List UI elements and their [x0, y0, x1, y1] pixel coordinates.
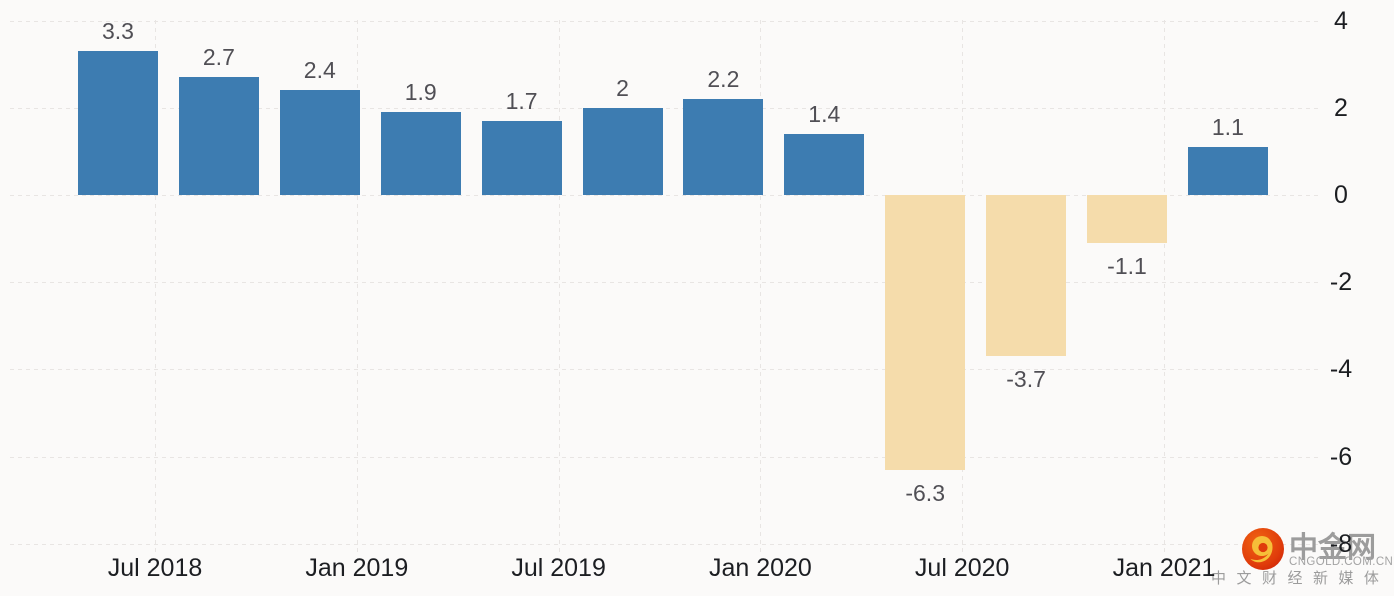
- v-gridline: [558, 19, 560, 552]
- h-gridline: [10, 20, 1318, 22]
- bar: [885, 195, 966, 470]
- bar-value-label: -3.7: [1006, 366, 1046, 393]
- bar: [279, 90, 360, 195]
- bar: [1187, 147, 1268, 195]
- bar-value-label: 1.4: [808, 100, 841, 127]
- bar: [1087, 195, 1167, 243]
- v-gridline: [155, 19, 156, 552]
- bar-value-label: 2: [616, 74, 629, 101]
- bar-value-label: 1.1: [1211, 114, 1244, 141]
- bar-value-label: 2.4: [303, 57, 336, 84]
- bar-value-label: -6.3: [905, 479, 945, 506]
- h-gridline: [10, 456, 1318, 458]
- bar-value-label: 1.7: [505, 87, 538, 114]
- bar-value-label: 1.9: [404, 79, 437, 106]
- h-gridline: [10, 282, 1318, 284]
- v-gridline: [1164, 19, 1165, 552]
- v-gridline: [760, 19, 762, 552]
- bar: [78, 51, 158, 195]
- bar: [481, 120, 562, 195]
- bar-value-label: -1.1: [1107, 252, 1147, 279]
- h-gridline: [10, 369, 1318, 371]
- bar-value-label: 2.7: [202, 44, 235, 71]
- h-gridline: [10, 543, 1318, 545]
- bar: [683, 99, 764, 195]
- bar: [986, 195, 1067, 357]
- h-gridline: [10, 195, 1318, 196]
- bar: [380, 112, 461, 195]
- v-gridline: [356, 19, 358, 552]
- h-gridline: [10, 107, 1318, 109]
- bar-value-label: 2.2: [707, 66, 740, 93]
- bar-value-label: 3.3: [102, 18, 134, 45]
- bar: [582, 107, 663, 195]
- bar: [178, 77, 259, 195]
- bar: [784, 133, 865, 195]
